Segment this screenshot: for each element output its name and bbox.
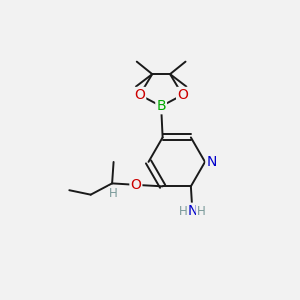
Text: B: B <box>156 99 166 113</box>
Text: O: O <box>130 178 141 192</box>
Text: N: N <box>206 155 217 169</box>
Text: O: O <box>177 88 188 102</box>
Text: H: H <box>197 205 206 218</box>
Text: O: O <box>134 88 145 102</box>
Text: H: H <box>179 205 188 218</box>
Text: N: N <box>187 204 197 218</box>
Text: H: H <box>109 187 118 200</box>
